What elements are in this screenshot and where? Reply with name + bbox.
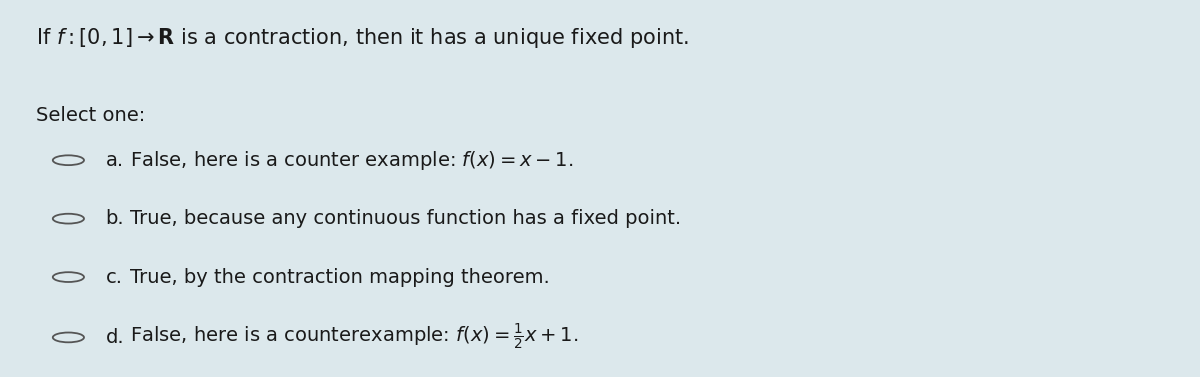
Text: False, here is a counterexample: $f(x) = \frac{1}{2}x + 1$.: False, here is a counterexample: $f(x) =…	[130, 322, 578, 352]
Text: Select one:: Select one:	[36, 106, 145, 124]
Text: False, here is a counter example: $f(x) = x - 1$.: False, here is a counter example: $f(x) …	[130, 149, 574, 172]
Text: If $f : [0, 1] \rightarrow \mathbf{R}$ is a contraction, then it has a unique fi: If $f : [0, 1] \rightarrow \mathbf{R}$ i…	[36, 26, 689, 51]
Text: b.: b.	[106, 209, 125, 228]
Text: d.: d.	[106, 328, 125, 347]
Text: True, by the contraction mapping theorem.: True, by the contraction mapping theorem…	[130, 268, 550, 287]
Text: True, because any continuous function has a fixed point.: True, because any continuous function ha…	[130, 209, 680, 228]
Text: a.: a.	[106, 151, 124, 170]
Text: c.: c.	[106, 268, 122, 287]
